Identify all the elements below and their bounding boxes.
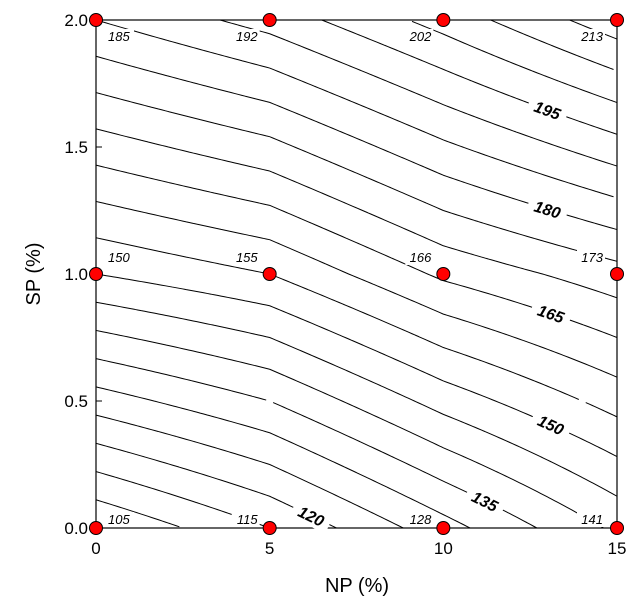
point-value-label: 202 bbox=[409, 29, 432, 44]
point-label-bg bbox=[577, 512, 605, 527]
data-point bbox=[610, 13, 624, 27]
contour-label-gap bbox=[528, 407, 574, 443]
y-tick-label: 1.0 bbox=[64, 265, 88, 284]
contour-line bbox=[95, 301, 618, 497]
point-label-bg bbox=[106, 29, 134, 44]
data-point bbox=[262, 521, 277, 535]
contour-line bbox=[95, 386, 471, 529]
contour-line bbox=[95, 237, 618, 418]
data-point bbox=[89, 13, 103, 27]
x-tick-label: 0 bbox=[91, 539, 100, 558]
x-tick-label: 5 bbox=[265, 539, 274, 558]
contour-line bbox=[321, 19, 618, 135]
point-label-bg bbox=[577, 250, 605, 265]
contour-label-gap bbox=[525, 93, 570, 127]
contour-line bbox=[95, 329, 604, 529]
point-value-label: 185 bbox=[108, 29, 130, 44]
point-value-label: 150 bbox=[108, 250, 130, 265]
data-point bbox=[436, 13, 451, 27]
point-value-label: 155 bbox=[236, 250, 258, 265]
data-point bbox=[89, 521, 103, 535]
x-tick-label: 15 bbox=[608, 539, 627, 558]
point-value-label: 128 bbox=[410, 512, 432, 527]
contour-line bbox=[95, 499, 180, 528]
point-value-label: 141 bbox=[581, 512, 603, 527]
point-labels: 105 115 128 141 150 155 166 173 185 192 202 213 bbox=[106, 29, 605, 527]
point-label-bg bbox=[405, 29, 434, 44]
point-label-bg bbox=[577, 29, 605, 44]
y-tick-label: 0.5 bbox=[64, 392, 88, 411]
data-point bbox=[262, 13, 277, 27]
contour-line bbox=[95, 200, 618, 378]
contour-line bbox=[95, 414, 404, 529]
y-tick-label: 2.0 bbox=[64, 11, 88, 30]
point-value-label: 105 bbox=[108, 512, 130, 527]
data-point bbox=[610, 267, 624, 281]
y-tick-label: 1.5 bbox=[64, 138, 88, 157]
data-point bbox=[436, 267, 451, 281]
data-point bbox=[436, 521, 451, 535]
point-label-bg bbox=[405, 512, 434, 527]
data-point bbox=[89, 267, 103, 281]
point-label-bg bbox=[106, 250, 134, 265]
contour-line bbox=[95, 128, 618, 299]
data-point bbox=[610, 521, 624, 535]
point-value-label: 173 bbox=[581, 250, 603, 265]
point-value-label: 192 bbox=[236, 29, 258, 44]
y-tick-label: 0.0 bbox=[64, 519, 88, 538]
data-point bbox=[262, 267, 277, 281]
point-label-bg bbox=[231, 512, 260, 527]
point-label-bg bbox=[405, 250, 434, 265]
point-label-bg bbox=[231, 29, 260, 44]
point-value-label: 213 bbox=[580, 29, 603, 44]
data-points bbox=[89, 13, 624, 535]
point-value-label: 115 bbox=[237, 512, 258, 527]
point-label-bg bbox=[106, 512, 134, 527]
x-axis-title: NP (%) bbox=[325, 575, 389, 597]
axis-ticks: 0 5 10 15 0.0 0.5 1.0 1.5 2.0 bbox=[64, 11, 626, 558]
contour-label-gap bbox=[462, 483, 508, 519]
contour-line bbox=[95, 92, 618, 262]
contour-label-gap bbox=[288, 498, 334, 534]
x-tick-label: 10 bbox=[434, 539, 453, 558]
point-label-bg bbox=[231, 250, 260, 265]
y-axis-title: SP (%) bbox=[23, 243, 45, 306]
contour-label-gap bbox=[525, 193, 570, 225]
point-value-label: 166 bbox=[410, 250, 432, 265]
contour-label-gap bbox=[528, 297, 574, 330]
